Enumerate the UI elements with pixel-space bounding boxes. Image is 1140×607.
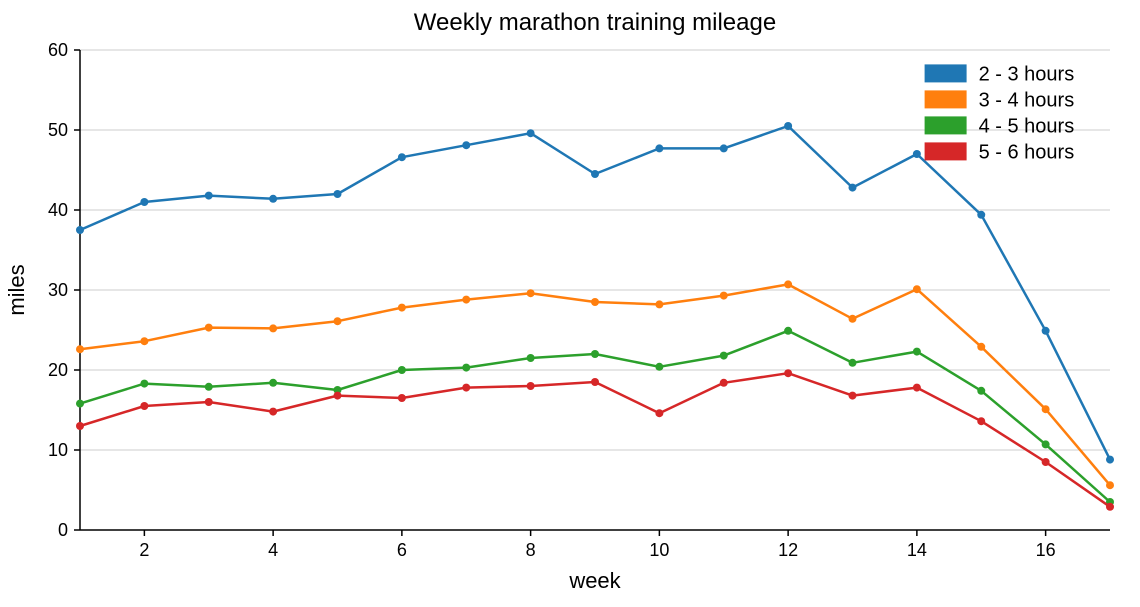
chart-container: 0 10 20 30 40 50 60 2 4 6 8 10 12 14 16 Weekly marathon… (0, 0, 1140, 607)
series-marker (334, 392, 342, 400)
series-marker (76, 400, 84, 408)
series-marker (76, 226, 84, 234)
series-marker (784, 122, 792, 130)
x-tick-label: 14 (907, 540, 927, 560)
series-marker (849, 184, 857, 192)
series-marker (269, 324, 277, 332)
series-marker (1106, 456, 1114, 464)
x-tick-label: 6 (397, 540, 407, 560)
series-marker (784, 280, 792, 288)
series-marker (591, 350, 599, 358)
series-marker (977, 417, 985, 425)
series-marker (1042, 440, 1050, 448)
series-marker (527, 289, 535, 297)
series-marker (269, 408, 277, 416)
series-marker (784, 327, 792, 335)
chart-svg: 0 10 20 30 40 50 60 2 4 6 8 10 12 14 16 Weekly marathon… (0, 0, 1140, 607)
legend-label: 3 - 4 hours (979, 89, 1075, 111)
legend-label: 2 - 3 hours (979, 63, 1075, 85)
series-marker (655, 409, 663, 417)
y-tick-label: 30 (48, 280, 68, 300)
series-marker (398, 304, 406, 312)
series-marker (720, 292, 728, 300)
series-marker (1042, 458, 1050, 466)
series-marker (849, 359, 857, 367)
y-axis-label: miles (4, 264, 29, 315)
series-marker (655, 363, 663, 371)
series-marker (398, 394, 406, 402)
chart-title: Weekly marathon training mileage (414, 9, 776, 36)
series-marker (462, 364, 470, 372)
series-marker (398, 153, 406, 161)
series-marker (140, 337, 148, 345)
series-marker (1106, 481, 1114, 489)
legend-label: 4 - 5 hours (979, 115, 1075, 137)
series-marker (977, 211, 985, 219)
x-tick-label: 8 (526, 540, 536, 560)
x-tick-label: 4 (268, 540, 278, 560)
series-marker (76, 345, 84, 353)
series-marker (849, 392, 857, 400)
series-marker (591, 378, 599, 386)
series-marker (527, 129, 535, 137)
y-tick-label: 50 (48, 120, 68, 140)
chart-background (0, 0, 1140, 607)
series-marker (205, 383, 213, 391)
series-marker (1042, 405, 1050, 413)
series-marker (784, 369, 792, 377)
legend-swatch (925, 116, 967, 134)
x-tick-label: 16 (1036, 540, 1056, 560)
legend-swatch (925, 90, 967, 108)
series-marker (655, 300, 663, 308)
series-marker (334, 190, 342, 198)
series-marker (591, 298, 599, 306)
legend-swatch (925, 142, 967, 160)
series-marker (977, 343, 985, 351)
series-marker (462, 384, 470, 392)
series-marker (720, 379, 728, 387)
series-marker (527, 382, 535, 390)
series-marker (205, 324, 213, 332)
x-tick-label: 12 (778, 540, 798, 560)
series-marker (269, 379, 277, 387)
series-marker (76, 422, 84, 430)
series-marker (849, 315, 857, 323)
series-marker (140, 380, 148, 388)
legend-swatch (925, 64, 967, 82)
x-axis-label: week (568, 568, 621, 593)
series-marker (913, 348, 921, 356)
series-marker (205, 192, 213, 200)
series-marker (977, 387, 985, 395)
series-marker (140, 198, 148, 206)
x-tick-label: 2 (139, 540, 149, 560)
series-marker (913, 285, 921, 293)
series-marker (205, 398, 213, 406)
legend-label: 5 - 6 hours (979, 141, 1075, 163)
series-marker (913, 384, 921, 392)
series-marker (269, 195, 277, 203)
series-marker (140, 402, 148, 410)
series-marker (398, 366, 406, 374)
series-marker (1106, 503, 1114, 511)
series-marker (591, 170, 599, 178)
series-marker (527, 354, 535, 362)
series-marker (720, 352, 728, 360)
y-tick-label: 0 (58, 520, 68, 540)
series-marker (462, 141, 470, 149)
y-tick-label: 20 (48, 360, 68, 380)
y-tick-label: 10 (48, 440, 68, 460)
series-marker (655, 144, 663, 152)
series-marker (1042, 327, 1050, 335)
series-marker (334, 317, 342, 325)
series-marker (720, 144, 728, 152)
series-marker (913, 150, 921, 158)
series-marker (462, 296, 470, 304)
x-tick-label: 10 (649, 540, 669, 560)
y-tick-label: 40 (48, 200, 68, 220)
y-tick-label: 60 (48, 40, 68, 60)
